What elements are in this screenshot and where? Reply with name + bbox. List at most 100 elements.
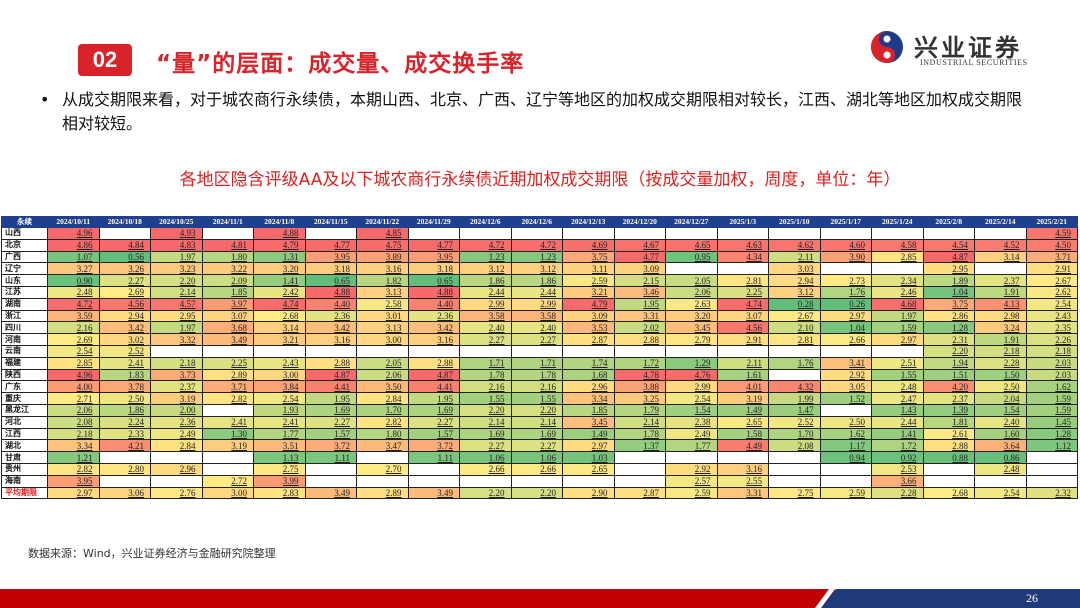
value-cell: 2.18 <box>974 344 1027 358</box>
value-cell: 1.59 <box>1025 392 1078 405</box>
value-cell: 2.66 <box>819 333 872 346</box>
value-cell: 2.16 <box>510 380 563 394</box>
region-label: 平均期限 <box>1 486 48 500</box>
value-cell: 2.50 <box>974 380 1027 394</box>
column-header: 2025/2/21 <box>1025 216 1078 228</box>
value-cell: 2.11 <box>768 250 821 264</box>
region-label: 河北 <box>1 415 48 429</box>
logo-swirl-icon <box>871 31 903 63</box>
value-cell: 2.40 <box>459 321 512 335</box>
value-cell: 1.54 <box>665 403 718 417</box>
value-cell: 4.88 <box>407 285 460 299</box>
value-cell: 2.06 <box>356 368 409 382</box>
value-cell: 2.61 <box>922 427 975 441</box>
value-cell <box>768 451 821 464</box>
value-cell: 2.96 <box>150 462 203 476</box>
value-cell: 2.15 <box>613 274 666 287</box>
table-row: 云南 2.54 2.52 2.20 2.18 2.18 <box>1 344 1078 358</box>
table-row: 福建 2.85 2.41 2.18 2.25 2.43 2.88 2.05 2.88 1.71 1.… <box>1 356 1078 370</box>
value-cell: 1.29 <box>665 356 718 370</box>
value-cell: 2.09 <box>201 274 254 287</box>
value-cell: 2.50 <box>98 392 151 405</box>
value-cell: 1.31 <box>253 250 306 264</box>
value-cell: 3.16 <box>356 262 409 276</box>
value-cell <box>665 451 718 464</box>
value-cell: 2.86 <box>922 309 975 323</box>
value-cell: 1.76 <box>768 356 821 370</box>
value-cell: 4.77 <box>304 238 357 252</box>
value-cell: 3.46 <box>613 285 666 299</box>
value-cell: 2.08 <box>47 415 100 429</box>
value-cell: 3.58 <box>459 309 512 323</box>
value-cell: 2.54 <box>1025 297 1078 311</box>
value-cell: 4.50 <box>1025 238 1078 252</box>
column-header: 2024/10/25 <box>150 216 203 228</box>
value-cell: 4.76 <box>665 368 718 382</box>
column-header: 2024/10/18 <box>98 216 151 228</box>
value-cell: 4.00 <box>47 380 100 394</box>
value-cell: 3.42 <box>304 321 357 335</box>
value-cell <box>1025 474 1078 488</box>
value-cell: 3.53 <box>562 321 615 335</box>
value-cell: 2.16 <box>459 380 512 394</box>
value-cell: 4.62 <box>768 238 821 252</box>
footer-blue-bar <box>820 589 1080 608</box>
value-cell: 1.86 <box>510 274 563 287</box>
value-cell: 2.48 <box>974 462 1027 476</box>
value-cell: 1.80 <box>356 427 409 441</box>
value-cell: 4.49 <box>716 439 769 453</box>
value-cell: 1.57 <box>304 427 357 441</box>
value-cell <box>356 344 409 358</box>
column-header: 2025/2/8 <box>922 216 975 228</box>
value-cell: 3.71 <box>1025 250 1078 264</box>
value-cell: 1.95 <box>407 392 460 405</box>
region-label: 广西 <box>1 250 48 264</box>
value-cell: 4.85 <box>356 227 409 240</box>
region-label: 湖南 <box>1 297 48 311</box>
value-cell <box>613 227 666 240</box>
value-cell: 1.93 <box>253 403 306 417</box>
value-cell: 4.54 <box>922 238 975 252</box>
value-cell: 3.90 <box>819 250 872 264</box>
value-cell: 1.52 <box>819 392 872 405</box>
value-cell: 2.27 <box>98 274 151 287</box>
value-cell: 1.76 <box>819 285 872 299</box>
value-cell: 3.95 <box>304 250 357 264</box>
column-header: 2025/1/24 <box>871 216 924 228</box>
bullet-point: • 从成交期限来看，对于城农商行永续债，本期山西、北京、广西、辽宁等地区的加权成… <box>40 88 1030 136</box>
column-header: 2024/11/22 <box>356 216 409 228</box>
value-cell: 2.11 <box>716 356 769 370</box>
value-cell: 1.49 <box>716 403 769 417</box>
footer-red-bar <box>0 589 835 608</box>
value-cell: 3.64 <box>974 439 1027 453</box>
region-label: 山东 <box>1 274 48 287</box>
column-header: 2025/1/10 <box>768 216 821 228</box>
table-row: 辽宁 3.27 3.26 3.23 3.22 3.20 3.18 3.16 3.18 3.12 3.… <box>1 262 1078 276</box>
value-cell <box>768 344 821 358</box>
value-cell: 2.82 <box>201 392 254 405</box>
value-cell: 2.20 <box>510 486 563 500</box>
value-cell: 3.19 <box>201 439 254 453</box>
value-cell: 1.23 <box>459 250 512 264</box>
value-cell: 3.13 <box>356 285 409 299</box>
value-cell: 2.53 <box>871 462 924 476</box>
value-cell: 2.47 <box>871 392 924 405</box>
value-cell <box>98 227 151 240</box>
value-cell: 1.28 <box>1025 427 1078 441</box>
value-cell <box>304 474 357 488</box>
value-cell: 3.13 <box>356 321 409 335</box>
table-row: 海南 3.95 2.72 3.99 2.57 2.55 3.66 <box>1 474 1078 488</box>
company-logo: 兴业证券 INDUSTRIAL SECURITIES <box>870 28 1060 72</box>
value-cell: 2.37 <box>974 274 1027 287</box>
value-cell: 3.89 <box>356 250 409 264</box>
value-cell <box>304 227 357 240</box>
logo-english-name: INDUSTRIAL SECURITIES <box>920 58 1028 67</box>
column-header: 2024/12/13 <box>562 216 615 228</box>
value-cell: 1.72 <box>613 356 666 370</box>
value-cell: 3.45 <box>562 415 615 429</box>
value-cell: 2.27 <box>510 333 563 346</box>
value-cell: 2.92 <box>819 368 872 382</box>
value-cell: 2.33 <box>98 427 151 441</box>
value-cell: 1.89 <box>922 274 975 287</box>
value-cell: 3.75 <box>922 297 975 311</box>
